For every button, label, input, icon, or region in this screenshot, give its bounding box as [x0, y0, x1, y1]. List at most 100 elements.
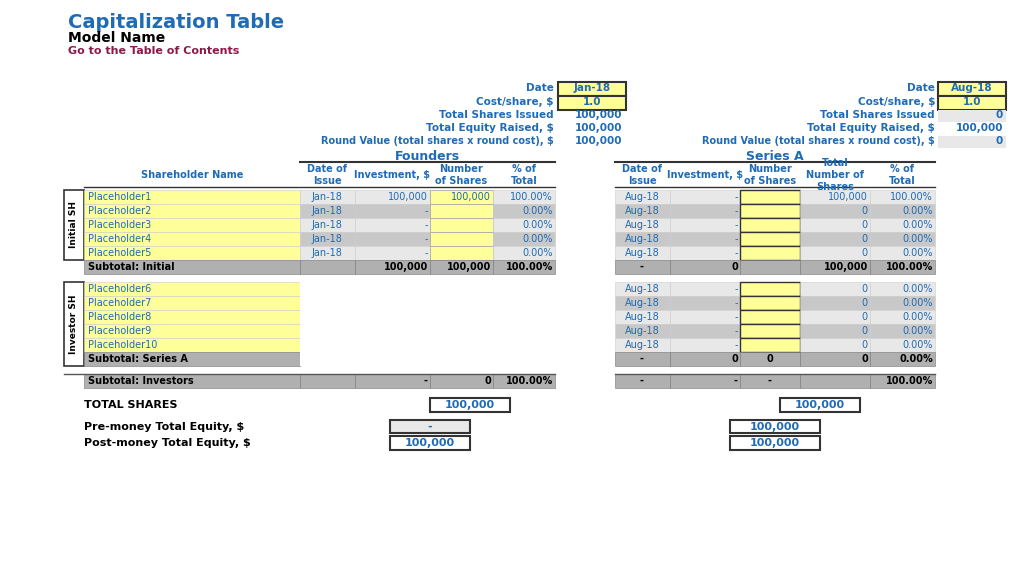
Text: -: - — [768, 376, 772, 386]
Bar — [300, 338, 355, 352]
Text: Placeholder7: Placeholder7 — [88, 298, 152, 308]
Text: 0: 0 — [862, 206, 868, 216]
Bar — [615, 218, 670, 232]
Bar — [355, 218, 430, 232]
Bar — [740, 338, 800, 352]
Bar — [670, 310, 740, 324]
Bar — [670, 190, 740, 204]
Bar — [615, 246, 670, 260]
Text: -: - — [734, 192, 738, 202]
Text: Aug-18: Aug-18 — [625, 340, 659, 350]
Bar — [870, 232, 935, 246]
Bar — [670, 260, 740, 274]
Bar — [355, 310, 430, 324]
Bar — [493, 246, 555, 260]
Text: Jan-18: Jan-18 — [311, 192, 342, 202]
Bar — [870, 374, 935, 388]
Text: Aug-18: Aug-18 — [625, 248, 659, 258]
Text: 0.00%: 0.00% — [902, 248, 933, 258]
Text: % of
Total: % of Total — [511, 164, 538, 186]
Bar — [300, 204, 355, 218]
Text: -: - — [734, 312, 738, 322]
Bar — [740, 232, 800, 246]
Text: 100,000: 100,000 — [384, 262, 428, 272]
Bar — [300, 296, 355, 310]
Text: Subtotal: Series A: Subtotal: Series A — [88, 354, 187, 364]
Text: -: - — [425, 206, 428, 216]
Text: 0: 0 — [767, 354, 773, 364]
Bar — [84, 232, 300, 246]
Text: Aug-18: Aug-18 — [625, 298, 659, 308]
Text: 1.0: 1.0 — [963, 97, 981, 107]
Text: Number
of Shares: Number of Shares — [744, 164, 796, 186]
Text: Total Shares Issued: Total Shares Issued — [820, 110, 935, 120]
Text: Aug-18: Aug-18 — [951, 83, 993, 93]
Bar — [740, 218, 800, 232]
Bar — [615, 190, 670, 204]
Text: 0: 0 — [862, 248, 868, 258]
Bar — [84, 352, 300, 366]
Bar — [300, 374, 355, 388]
Bar — [740, 324, 800, 338]
Bar — [740, 190, 800, 204]
Text: 100.00%: 100.00% — [506, 262, 553, 272]
Text: Jan-18: Jan-18 — [311, 234, 342, 244]
Bar — [870, 310, 935, 324]
Text: Founders: Founders — [394, 151, 460, 163]
Bar — [300, 260, 355, 274]
Bar — [355, 190, 430, 204]
Bar — [493, 204, 555, 218]
Bar — [493, 374, 555, 388]
Bar — [300, 282, 355, 296]
Text: 0.00%: 0.00% — [522, 248, 553, 258]
Text: Model Name: Model Name — [68, 31, 165, 45]
Bar — [800, 374, 870, 388]
Text: -: - — [734, 248, 738, 258]
Text: 100.00%: 100.00% — [886, 262, 933, 272]
Bar — [800, 324, 870, 338]
Bar — [670, 352, 740, 366]
Text: Post-money Total Equity, $: Post-money Total Equity, $ — [84, 438, 251, 448]
Text: Investment, $: Investment, $ — [667, 170, 743, 180]
Text: Capitalization Table: Capitalization Table — [68, 13, 284, 32]
Text: Investor SH: Investor SH — [70, 294, 79, 354]
Bar — [800, 282, 870, 296]
Bar — [430, 324, 493, 338]
Text: 100,000: 100,000 — [574, 136, 622, 146]
Text: -: - — [734, 206, 738, 216]
Text: Subtotal: Initial: Subtotal: Initial — [88, 262, 175, 272]
Bar — [390, 420, 470, 433]
Text: Cost/share, $: Cost/share, $ — [476, 97, 554, 107]
Bar — [800, 260, 870, 274]
Text: 100.00%: 100.00% — [506, 376, 553, 386]
Text: 0.00%: 0.00% — [902, 284, 933, 294]
Bar — [870, 324, 935, 338]
Bar — [800, 218, 870, 232]
Text: Placeholder9: Placeholder9 — [88, 326, 152, 336]
Text: Date of
Issue: Date of Issue — [622, 164, 662, 186]
Bar — [670, 296, 740, 310]
Text: Placeholder8: Placeholder8 — [88, 312, 152, 322]
Bar — [63, 190, 84, 260]
Bar — [84, 324, 300, 338]
Bar — [84, 218, 300, 232]
Bar — [670, 282, 740, 296]
Text: 100.00%: 100.00% — [886, 376, 933, 386]
Text: Aug-18: Aug-18 — [625, 192, 659, 202]
Bar — [84, 310, 300, 324]
Bar — [615, 374, 670, 388]
Text: 0: 0 — [862, 340, 868, 350]
Bar — [740, 374, 800, 388]
Text: -: - — [425, 248, 428, 258]
Text: Total Equity Raised, $: Total Equity Raised, $ — [807, 123, 935, 133]
Bar — [84, 260, 300, 274]
Bar — [84, 246, 300, 260]
Text: Placeholder3: Placeholder3 — [88, 220, 152, 230]
Text: Cost/share, $: Cost/share, $ — [857, 97, 935, 107]
Text: 0: 0 — [862, 312, 868, 322]
Text: -: - — [734, 284, 738, 294]
Text: Number
of Shares: Number of Shares — [435, 164, 487, 186]
Bar — [493, 190, 555, 204]
Text: Pre-money Total Equity, $: Pre-money Total Equity, $ — [84, 422, 245, 432]
Text: 100,000: 100,000 — [750, 422, 800, 432]
